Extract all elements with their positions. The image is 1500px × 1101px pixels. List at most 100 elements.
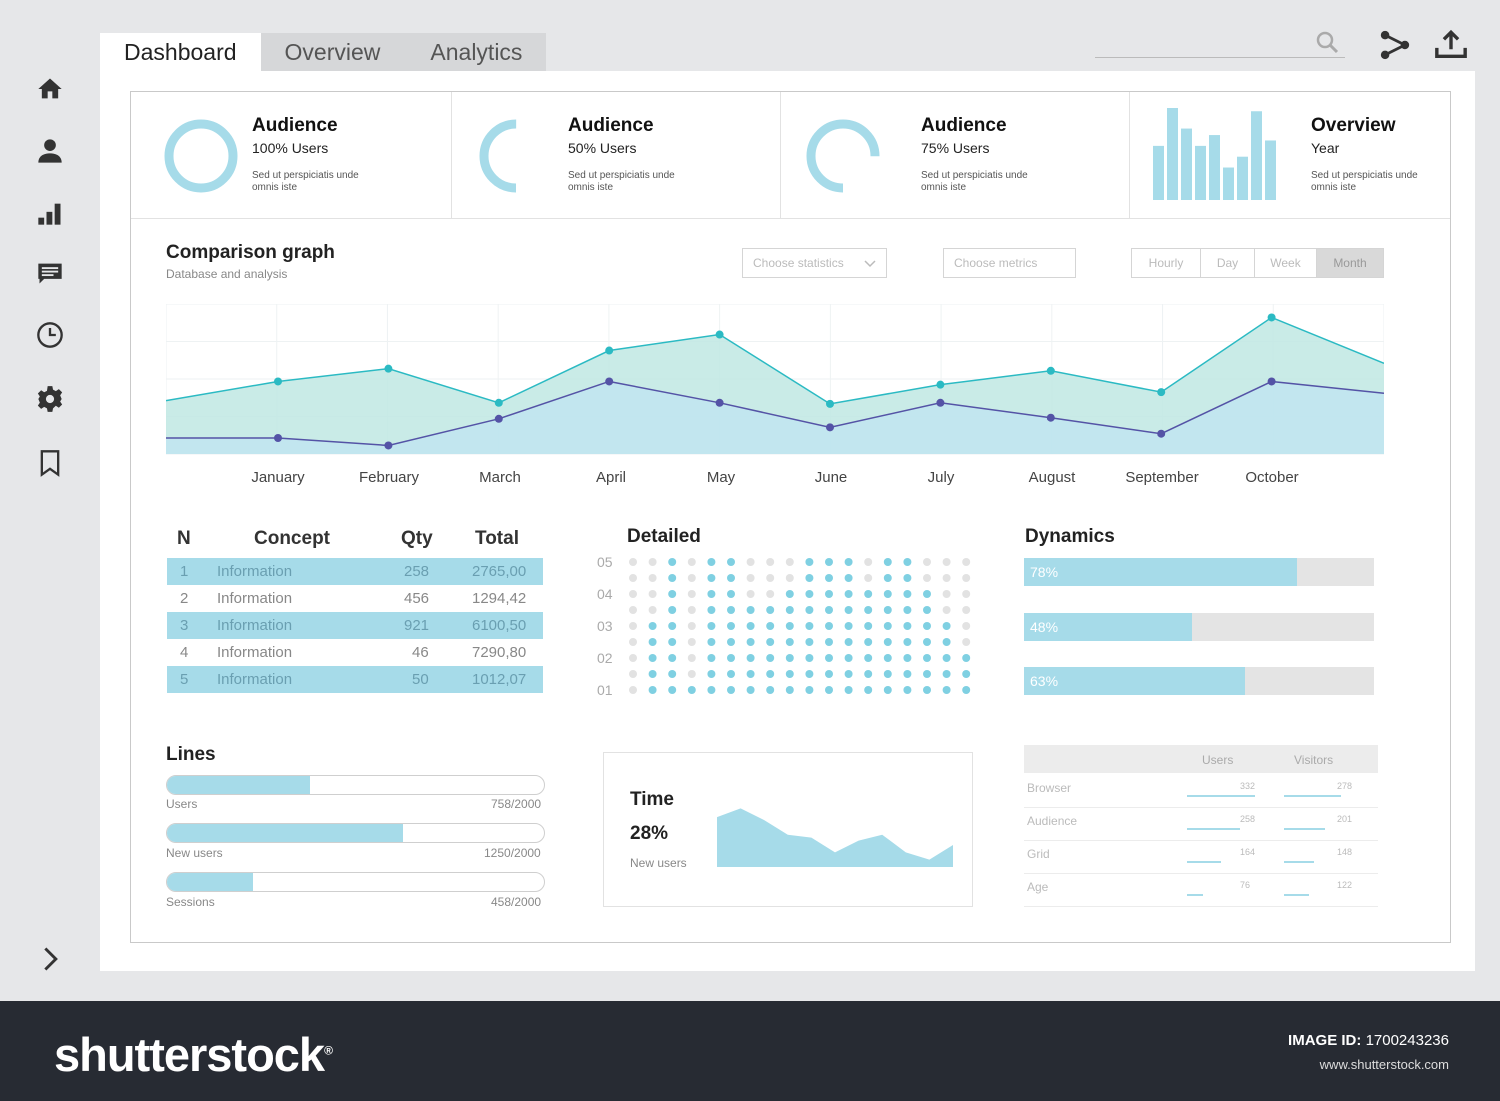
matrix-dot — [707, 638, 716, 646]
table-header-total: Total — [475, 528, 519, 549]
row-total: 7290,80 — [472, 644, 527, 661]
x-tick-label: February — [358, 469, 420, 486]
matrix-dot — [629, 638, 637, 646]
matrix-dot — [766, 638, 775, 646]
matrix-dot — [746, 558, 755, 566]
matrix-dot — [883, 654, 892, 662]
dynamics-bar-label: 63% — [1030, 673, 1059, 689]
range-week[interactable]: Week — [1255, 249, 1317, 277]
matrix-dot — [629, 670, 637, 678]
matrix-dot — [687, 686, 696, 694]
gear-icon[interactable] — [35, 384, 65, 414]
x-tick-label: August — [1028, 469, 1076, 486]
row-qty: 258 — [404, 563, 430, 580]
matrix-dot — [844, 590, 853, 598]
matrix-dot — [864, 654, 873, 662]
matrix-dot — [648, 670, 657, 678]
matrix-dot — [668, 638, 677, 646]
matrix-dot — [766, 686, 775, 694]
bar-chart-icon[interactable] — [35, 198, 65, 228]
range-day[interactable]: Day — [1201, 249, 1255, 277]
range-hourly[interactable]: Hourly — [1132, 249, 1201, 277]
matrix-dot — [707, 686, 716, 694]
matrix-dot — [648, 606, 657, 614]
card-title: Audience — [921, 115, 1007, 136]
data-point — [494, 414, 503, 423]
matrix-dot — [923, 686, 931, 694]
user-icon[interactable] — [35, 136, 65, 166]
table-row[interactable]: 4 Information 46 7290,80 — [167, 639, 543, 666]
x-tick-label: April — [595, 469, 627, 486]
matrix-dot — [668, 654, 677, 662]
share-icon[interactable] — [1378, 28, 1412, 62]
matrix-dot — [785, 686, 794, 694]
tab-overview[interactable]: Overview — [260, 33, 407, 71]
matrix-dot — [923, 638, 931, 646]
x-tick-label: September — [1125, 469, 1199, 486]
matrix-dot — [864, 558, 873, 566]
search-input[interactable] — [1095, 28, 1305, 56]
y-tick-label: 03 — [597, 618, 613, 634]
progress-label: Sessions — [166, 895, 215, 909]
matrix-dot — [668, 590, 677, 598]
x-tick-label: October — [1245, 469, 1299, 486]
chevron-down-icon — [864, 260, 876, 268]
image-id-label: IMAGE ID: — [1288, 1032, 1362, 1049]
new-users-progress-bar — [166, 823, 545, 843]
matrix-dot — [687, 606, 696, 614]
mini-row-name: Browser — [1027, 781, 1072, 795]
data-point — [1267, 377, 1276, 386]
matrix-dot — [942, 670, 951, 678]
mini-header-users: Users — [1202, 753, 1234, 767]
upload-icon[interactable] — [1434, 28, 1468, 62]
mini-row-visitors: 148 — [1337, 847, 1353, 857]
mini-row-visitors: 122 — [1337, 880, 1353, 890]
year-bar — [1153, 145, 1164, 200]
row-concept: Information — [217, 644, 293, 661]
chevron-right-icon[interactable] — [35, 944, 65, 974]
year-bar — [1167, 108, 1178, 200]
choose-metrics-select[interactable]: Choose metrics — [943, 248, 1076, 278]
x-tick-label: July — [927, 469, 955, 486]
time-label: New users — [630, 856, 687, 870]
matrix-dot — [883, 590, 892, 598]
y-tick-label: 02 — [597, 650, 613, 666]
table-row[interactable]: 5 Information 50 1012,07 — [167, 666, 543, 693]
row-qty: 456 — [404, 590, 430, 607]
search-icon[interactable] — [1315, 30, 1339, 54]
mini-visitors-bar — [1284, 861, 1315, 863]
audience-ring-100 — [164, 119, 238, 193]
brand-mark: ® — [324, 1043, 333, 1058]
tab-analytics[interactable]: Analytics — [406, 33, 547, 71]
clock-icon[interactable] — [35, 320, 65, 350]
matrix-dot — [648, 574, 657, 582]
matrix-dot — [707, 654, 716, 662]
matrix-dot — [707, 558, 716, 566]
matrix-dot — [844, 686, 853, 694]
matrix-dot — [903, 686, 912, 694]
table-row[interactable]: 2 Information 456 1294,42 — [167, 585, 543, 612]
bookmark-icon[interactable] — [35, 448, 65, 478]
range-month[interactable]: Month — [1317, 249, 1383, 277]
matrix-dot — [883, 606, 892, 614]
matrix-dot — [864, 574, 873, 582]
search-bar — [1095, 28, 1345, 58]
choose-statistics-select[interactable]: Choose statistics — [742, 248, 887, 278]
home-icon[interactable] — [35, 74, 65, 104]
card-description: Sed ut perspiciatis unde omnis iste — [921, 170, 1028, 193]
card-divider — [451, 92, 452, 218]
data-point — [936, 380, 945, 389]
ring-arc — [164, 119, 238, 193]
data-point — [605, 377, 614, 386]
matrix-dot — [727, 606, 735, 614]
matrix-dot — [766, 558, 775, 566]
matrix-dot — [883, 622, 892, 630]
message-icon[interactable] — [35, 258, 65, 288]
table-row[interactable]: 3 Information 921 6100,50 — [167, 612, 543, 639]
table-row[interactable]: 1 Information 258 2765,00 — [167, 558, 543, 585]
tab-dashboard[interactable]: Dashboard — [100, 33, 261, 71]
mini-row-name: Grid — [1027, 847, 1050, 861]
matrix-dot — [785, 606, 794, 614]
progress-label: Users — [166, 797, 198, 811]
matrix-dot — [962, 686, 971, 694]
